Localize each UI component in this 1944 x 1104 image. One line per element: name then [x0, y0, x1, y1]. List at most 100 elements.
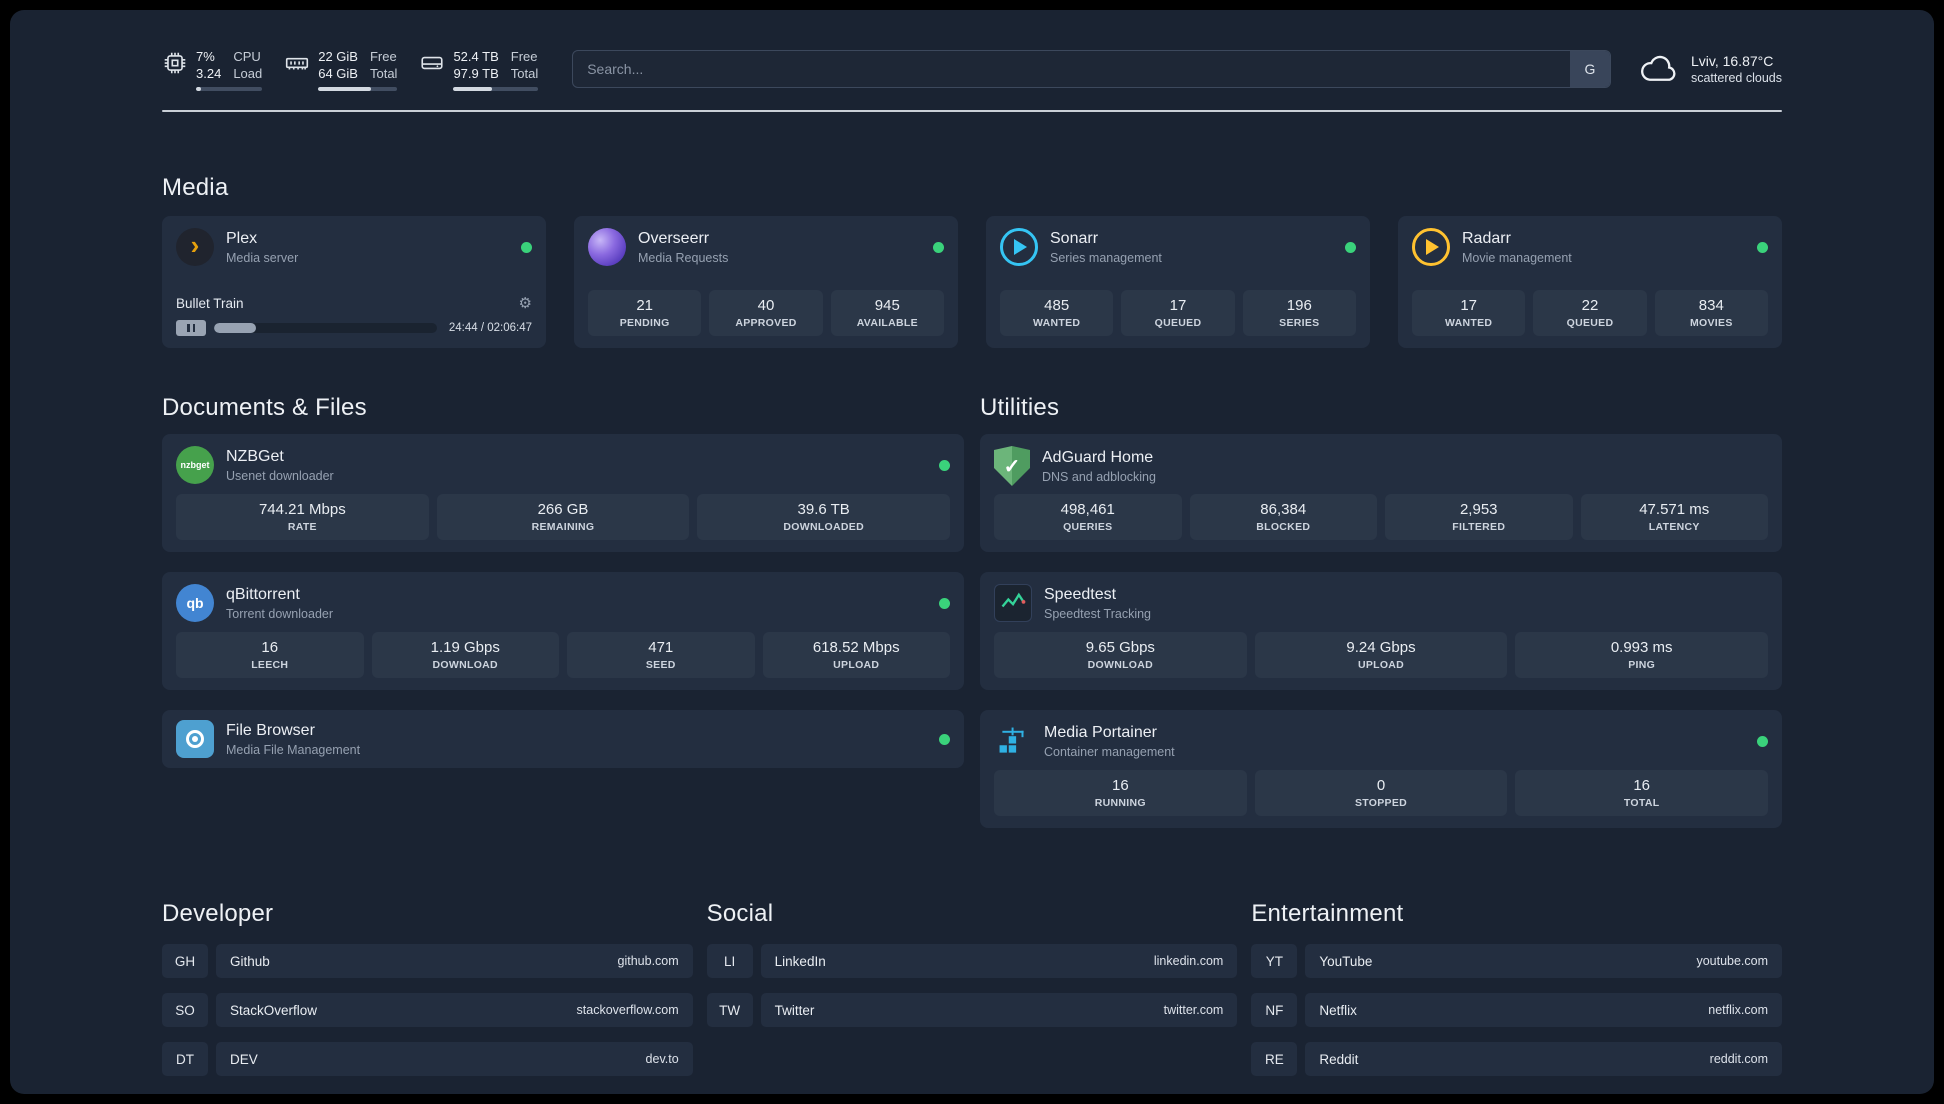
ram-free-value: 22 GiB — [318, 48, 358, 64]
sonarr-icon — [1000, 228, 1038, 266]
qbittorrent-icon: qb — [176, 584, 214, 622]
app-card-plex[interactable]: › Plex Media server Bullet Train ⚙ — [162, 216, 546, 348]
ram-metric: 22 GiB 64 GiB Free Total — [284, 48, 398, 91]
app-card-portainer[interactable]: Media Portainer Container management 16 … — [980, 710, 1782, 828]
app-name: File Browser — [226, 721, 315, 739]
nzbget-icon: nzbget — [176, 446, 214, 484]
app-name: NZBGet — [226, 447, 284, 465]
cloud-icon — [1639, 53, 1679, 85]
stat-tile: 0 STOPPED — [1254, 770, 1508, 816]
search-bar: G — [572, 50, 1611, 88]
stat-tile: 47.571 ms LATENCY — [1580, 494, 1768, 540]
bookmark-abbr: YT — [1251, 944, 1298, 978]
documents-section: Documents & Files nzbget NZBGet Usenet d… — [162, 356, 964, 848]
now-playing-widget: Bullet Train ⚙ 24:44 / 02:06:47 — [176, 294, 532, 336]
app-card-radarr[interactable]: Radarr Movie management 17 WANTED 22 QUE… — [1398, 216, 1782, 348]
disk-free-value: 52.4 TB — [453, 48, 499, 64]
stat-tile: 21 PENDING — [588, 290, 702, 336]
bookmark-link[interactable]: Twitter twitter.com — [760, 993, 1238, 1027]
ram-icon — [284, 50, 310, 76]
section-title-entertainment: Entertainment — [1251, 900, 1404, 927]
pause-button[interactable] — [176, 320, 206, 336]
dashboard-panel: 7% 3.24 CPU Load — [10, 10, 1934, 1094]
developer-bookmarks: Developer GH Github github.com SO StackO… — [162, 900, 693, 1091]
app-name: Media Portainer — [1044, 723, 1157, 741]
stat-tile: 86,384 BLOCKED — [1189, 494, 1377, 540]
bookmark-abbr: TW — [706, 993, 753, 1027]
stat-tile: 945 AVAILABLE — [830, 290, 944, 336]
bookmark-link[interactable]: YouTube youtube.com — [1305, 944, 1783, 978]
stat-tile: 471 SEED — [567, 632, 755, 678]
app-subtitle: Media Requests — [638, 250, 729, 265]
app-subtitle: DNS and adblocking — [1042, 469, 1156, 484]
ram-progress-bar — [318, 86, 398, 91]
ram-free-label: Free — [369, 48, 397, 64]
playback-progress-bar[interactable] — [214, 323, 437, 333]
status-indicator — [939, 597, 950, 609]
bookmark-linkedin: LI LinkedIn linkedin.com — [706, 944, 1238, 978]
status-indicator — [1757, 735, 1768, 747]
cpu-icon — [162, 50, 188, 76]
stat-tile: 744.21 Mbps RATE — [176, 494, 429, 540]
app-card-sonarr[interactable]: Sonarr Series management 485 WANTED 17 Q… — [986, 216, 1370, 348]
bookmark-link[interactable]: DEV dev.to — [216, 1042, 693, 1076]
now-playing-title: Bullet Train — [176, 295, 244, 311]
cpu-metric: 7% 3.24 CPU Load — [162, 48, 263, 91]
stat-tile: 834 MOVIES — [1654, 290, 1768, 336]
app-subtitle: Movie management — [1462, 250, 1572, 265]
topbar: 7% 3.24 CPU Load — [162, 44, 1782, 94]
stat-tile: 618.52 Mbps UPLOAD — [762, 632, 950, 678]
search-input[interactable] — [572, 50, 1611, 88]
stat-tile: 9.65 Gbps DOWNLOAD — [994, 632, 1247, 678]
radarr-icon — [1412, 228, 1450, 266]
cpu-label: CPU — [233, 48, 261, 64]
bookmark-link[interactable]: Github github.com — [216, 944, 693, 978]
bookmark-link[interactable]: StackOverflow stackoverflow.com — [216, 993, 693, 1027]
stat-tile: 0.993 ms PING — [1515, 632, 1769, 678]
bookmark-abbr: NF — [1251, 993, 1298, 1027]
stat-tile: 16 LEECH — [176, 632, 364, 678]
bookmark-link[interactable]: LinkedIn linkedin.com — [760, 944, 1238, 978]
app-name: Speedtest — [1044, 585, 1117, 603]
stat-tile: 485 WANTED — [1000, 290, 1114, 336]
section-title-utilities: Utilities — [980, 394, 1060, 421]
speedtest-icon — [994, 584, 1032, 622]
status-indicator — [521, 241, 532, 253]
bookmark-link[interactable]: Reddit reddit.com — [1305, 1042, 1783, 1076]
bookmark-abbr: GH — [162, 944, 208, 978]
app-subtitle: Torrent downloader — [226, 606, 334, 621]
app-card-overseerr[interactable]: Overseerr Media Requests 21 PENDING 40 A… — [574, 216, 958, 348]
entertainment-bookmarks: Entertainment YT YouTube youtube.com NF … — [1251, 900, 1783, 1091]
filebrowser-icon — [176, 720, 214, 758]
load-label: Load — [233, 65, 263, 81]
bookmark-dev: DT DEV dev.to — [162, 1042, 693, 1076]
app-subtitle: Media File Management — [226, 742, 361, 757]
overseerr-icon — [588, 228, 626, 266]
bookmark-youtube: YT YouTube youtube.com — [1251, 944, 1783, 978]
app-name: Radarr — [1462, 229, 1511, 247]
stat-tile: 16 TOTAL — [1515, 770, 1769, 816]
app-card-nzbget[interactable]: nzbget NZBGet Usenet downloader 744.21 M… — [162, 434, 964, 552]
bookmark-twitter: TW Twitter twitter.com — [706, 993, 1238, 1027]
app-subtitle: Series management — [1050, 250, 1162, 265]
stat-tile: 22 QUEUED — [1533, 290, 1647, 336]
stat-tile: 9.24 Gbps UPLOAD — [1254, 632, 1508, 678]
app-card-adguard[interactable]: ✓ AdGuard Home DNS and adblocking 498,46… — [980, 434, 1782, 552]
search-engine-button[interactable]: G — [1569, 51, 1610, 87]
app-card-qbittorrent[interactable]: qb qBittorrent Torrent downloader 16 LEE… — [162, 572, 964, 690]
weather-widget[interactable]: Lviv, 16.87°C scattered clouds — [1639, 52, 1782, 87]
utilities-section: Utilities ✓ AdGuard Home DNS and adblock… — [980, 356, 1782, 848]
section-title-developer: Developer — [162, 900, 274, 927]
app-subtitle: Speedtest Tracking — [1044, 606, 1152, 621]
bookmark-github: GH Github github.com — [162, 944, 693, 978]
adguard-icon: ✓ — [994, 446, 1030, 486]
stat-tile: 39.6 TB DOWNLOADED — [697, 494, 951, 540]
bookmark-netflix: NF Netflix netflix.com — [1251, 993, 1783, 1027]
app-name: qBittorrent — [226, 585, 300, 603]
disk-total-value: 97.9 TB — [453, 65, 499, 81]
bookmark-link[interactable]: Netflix netflix.com — [1305, 993, 1783, 1027]
gear-icon[interactable]: ⚙ — [518, 295, 532, 312]
app-card-speedtest[interactable]: Speedtest Speedtest Tracking 9.65 Gbps D… — [980, 572, 1782, 690]
status-indicator — [933, 241, 944, 253]
app-card-filebrowser[interactable]: File Browser Media File Management — [162, 710, 964, 768]
